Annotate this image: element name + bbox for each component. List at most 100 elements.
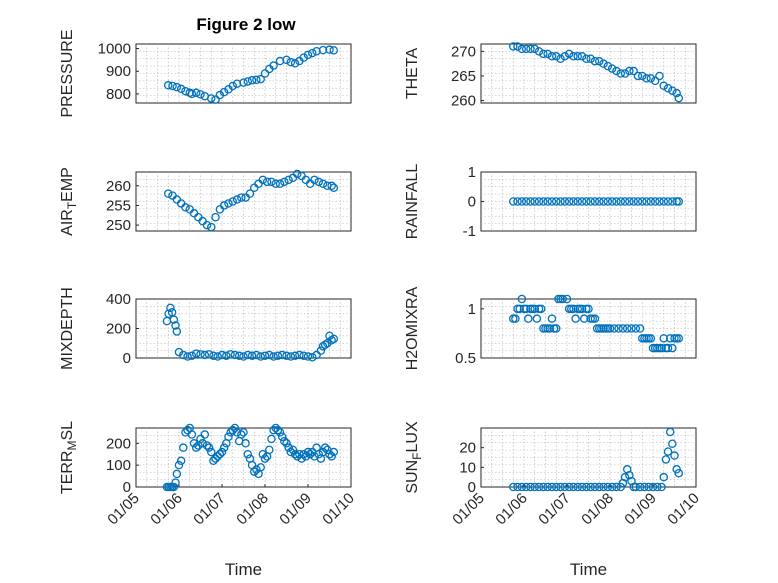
data-point: [314, 177, 323, 187]
data-point: [610, 324, 619, 333]
data-point: [532, 314, 542, 323]
data-point: [172, 327, 182, 336]
subplot-h2omixra: 0.5 1 H2OMIXRA: [404, 286, 697, 370]
data-point: [668, 439, 677, 448]
data-point: [213, 352, 222, 361]
data-point: [191, 349, 201, 358]
y-axis-label-main: AIR: [59, 209, 76, 236]
x-tick-label: 01/09: [276, 490, 315, 529]
data-series: [163, 45, 339, 104]
data-point: [329, 334, 339, 344]
data-point: [273, 351, 283, 361]
subplot-theta: 260 265 270 THETA: [404, 42, 697, 110]
data-point: [308, 48, 317, 58]
data-series: [508, 427, 684, 492]
data-point: [508, 42, 518, 51]
data-point: [579, 314, 589, 323]
data-point: [646, 334, 656, 343]
data-point: [286, 447, 296, 457]
data-point: [590, 56, 600, 66]
data-point: [665, 334, 675, 343]
data-point: [562, 294, 572, 304]
data-point: [187, 351, 197, 361]
data-point: [536, 304, 546, 314]
data-point: [292, 169, 302, 179]
data-point: [196, 434, 205, 444]
data-point: [582, 482, 591, 492]
data-point: [622, 324, 632, 333]
y-tick-label: 1000: [98, 41, 131, 58]
data-point: [329, 183, 339, 192]
data-point: [310, 175, 319, 185]
data-point: [176, 84, 186, 94]
y-tick-label: 260: [451, 93, 476, 110]
data-point: [316, 346, 326, 355]
x-tick-label: 01/06: [492, 490, 531, 529]
data-point: [260, 454, 270, 463]
data-point: [508, 482, 518, 492]
data-point: [524, 314, 533, 323]
data-point: [659, 334, 669, 343]
data-point: [271, 423, 280, 433]
y-tick-label: 900: [106, 63, 131, 80]
data-point: [299, 53, 308, 62]
data-point: [577, 197, 587, 206]
data-point: [256, 74, 265, 84]
y-axis-label-subscript: M: [65, 441, 79, 451]
data-point: [605, 324, 615, 333]
data-point: [612, 197, 621, 206]
data-point: [513, 42, 522, 51]
data-point: [277, 350, 287, 360]
data-point: [222, 351, 231, 361]
data-point: [196, 350, 205, 359]
y-axis-label: THETA: [404, 48, 421, 100]
data-point: [202, 441, 212, 450]
data-point: [582, 197, 591, 206]
data-point: [674, 468, 684, 478]
y-tick-label: 0: [123, 350, 131, 367]
data-point: [627, 324, 636, 333]
data-point: [674, 93, 684, 103]
data-series: [162, 303, 339, 362]
data-point: [224, 199, 233, 208]
data-point: [521, 304, 531, 314]
data-point: [539, 197, 548, 206]
x-tick-label: 01/06: [147, 490, 186, 529]
data-point: [508, 197, 518, 206]
data-point: [226, 428, 235, 437]
data-point: [603, 482, 613, 492]
data-point: [616, 197, 626, 206]
data-point: [607, 197, 617, 206]
data-point: [590, 482, 600, 492]
data-point: [230, 350, 240, 360]
y-tick-label: 200: [106, 321, 131, 338]
y-axis-label-tail: SL: [59, 421, 76, 441]
data-point: [633, 71, 643, 81]
y-axis-label: PRESSURE: [59, 29, 76, 117]
data-point: [653, 482, 662, 492]
y-axis-label-main: RAINFALL: [404, 164, 421, 240]
data-point: [670, 451, 679, 460]
data-point: [635, 324, 645, 333]
data-point: [612, 66, 621, 76]
data-point: [599, 197, 608, 206]
data-point: [590, 197, 600, 206]
data-point: [239, 352, 248, 361]
data-point: [228, 425, 237, 435]
y-tick-label: 1: [468, 301, 476, 318]
data-point: [277, 432, 287, 441]
data-point: [577, 52, 587, 61]
data-point: [603, 61, 613, 71]
data-point: [586, 482, 595, 492]
data-series: [162, 423, 339, 492]
data-point: [595, 482, 604, 492]
data-point: [573, 197, 583, 206]
data-point: [169, 482, 179, 492]
data-point: [290, 449, 300, 459]
data-point: [282, 55, 291, 65]
data-point: [314, 449, 323, 459]
y-tick-label: 0: [468, 194, 476, 211]
data-point: [577, 482, 587, 492]
data-point: [232, 428, 242, 437]
data-point: [226, 350, 235, 359]
